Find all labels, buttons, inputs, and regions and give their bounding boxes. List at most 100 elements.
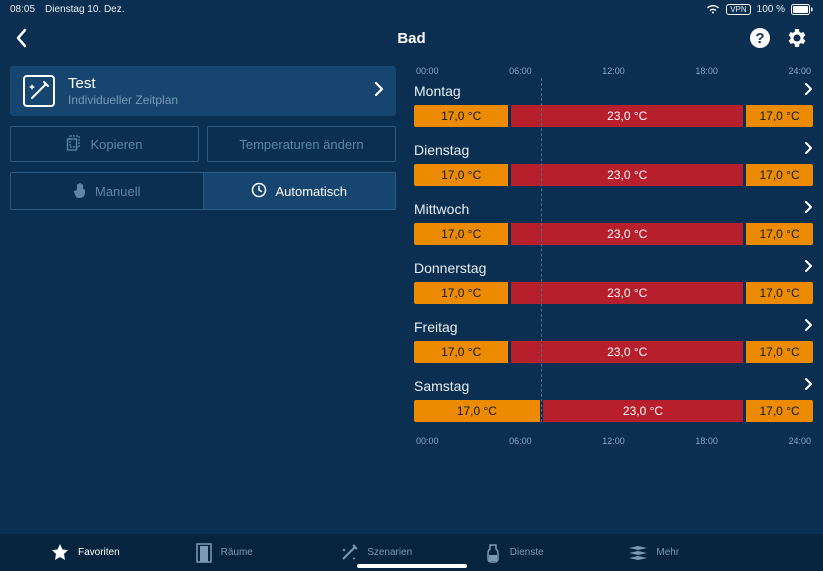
hand-icon [73,182,87,201]
axis-label: 00:00 [416,66,439,76]
axis-label: 24:00 [788,66,811,76]
tab-label: Favoriten [78,547,120,558]
chevron-right-icon [804,82,813,99]
axis-label: 06:00 [509,436,532,446]
time-axis-bottom: 00:00 06:00 12:00 18:00 24:00 [414,436,813,446]
day-block: Freitag 17,0 °C23,0 °C17,0 °C [414,318,813,363]
temperature-segment: 17,0 °C [414,341,508,363]
temperature-segment: 23,0 °C [511,105,743,127]
day-block: Samstag 17,0 °C23,0 °C17,0 °C [414,377,813,422]
axis-label: 12:00 [602,66,625,76]
temperature-segment: 17,0 °C [414,400,540,422]
tab-label: Dienste [510,547,544,558]
wifi-icon [706,4,720,14]
plan-card[interactable]: Test Individueller Zeitplan [10,66,396,116]
day-block: Dienstag 17,0 °C23,0 °C17,0 °C [414,141,813,186]
tab-label: Mehr [656,547,679,558]
temperature-bar[interactable]: 17,0 °C23,0 °C17,0 °C [414,341,813,363]
tab-rooms[interactable]: Räume [195,543,340,563]
battery-text: 100 % [757,4,785,15]
day-header[interactable]: Freitag [414,318,813,335]
temperature-segment: 23,0 °C [543,400,743,422]
temperature-segment: 23,0 °C [511,223,743,245]
time-axis-top: 00:00 06:00 12:00 18:00 24:00 [414,66,813,76]
temperature-segment: 17,0 °C [746,282,813,304]
tab-more[interactable]: Mehr [628,545,773,561]
temperature-bar[interactable]: 17,0 °C23,0 °C17,0 °C [414,223,813,245]
help-button[interactable]: ? [749,27,771,49]
temperature-segment: 17,0 °C [746,105,813,127]
axis-label: 18:00 [695,436,718,446]
temperature-segment: 17,0 °C [414,223,508,245]
schedule: 00:00 06:00 12:00 18:00 24:00 Montag 17,0… [414,66,813,446]
day-header[interactable]: Samstag [414,377,813,394]
status-bar: 08:05 Dienstag 10. Dez. VPN 100 % [0,0,823,18]
manual-toggle[interactable]: Manuell [11,173,203,209]
temperature-segment: 17,0 °C [746,400,813,422]
day-block: Mittwoch 17,0 °C23,0 °C17,0 °C [414,200,813,245]
chevron-right-icon [804,200,813,217]
temperature-segment: 23,0 °C [511,164,743,186]
temperature-bar[interactable]: 17,0 °C23,0 °C17,0 °C [414,400,813,422]
now-line [541,78,542,422]
temperature-segment: 17,0 °C [414,164,508,186]
plan-title: Test [68,75,362,92]
temperature-segment: 17,0 °C [746,164,813,186]
clock-icon [251,182,267,201]
status-date: Dienstag 10. Dez. [45,4,125,15]
day-name: Mittwoch [414,201,469,217]
svg-text:?: ? [755,30,764,47]
axis-label: 06:00 [509,66,532,76]
temperature-segment: 17,0 °C [746,223,813,245]
temperature-segment: 17,0 °C [414,282,508,304]
day-header[interactable]: Donnerstag [414,259,813,276]
automatic-toggle[interactable]: Automatisch [203,173,396,209]
change-temps-label: Temperaturen ändern [239,137,363,152]
day-block: Montag 17,0 °C23,0 °C17,0 °C [414,82,813,127]
tab-label: Szenarien [367,547,412,558]
status-time: 08:05 [10,4,35,15]
day-name: Dienstag [414,142,469,158]
chevron-right-icon [804,318,813,335]
day-name: Donnerstag [414,260,486,276]
chevron-right-icon [804,259,813,276]
copy-button[interactable]: Kopieren [10,126,199,162]
temperature-bar[interactable]: 17,0 °C23,0 °C17,0 °C [414,105,813,127]
vpn-badge: VPN [726,4,750,15]
home-indicator [357,564,467,568]
plan-subtitle: Individueller Zeitplan [68,93,362,107]
temperature-bar[interactable]: 17,0 °C23,0 °C17,0 °C [414,164,813,186]
tab-favorites[interactable]: Favoriten [50,543,195,563]
copy-label: Kopieren [90,137,142,152]
day-name: Samstag [414,378,469,394]
chevron-right-icon [804,141,813,158]
tab-scenarios[interactable]: Szenarien [339,543,484,563]
axis-label: 18:00 [695,66,718,76]
day-block: Donnerstag 17,0 °C23,0 °C17,0 °C [414,259,813,304]
header: Bad ? [0,18,823,58]
day-name: Freitag [414,319,458,335]
axis-label: 00:00 [416,436,439,446]
magic-wand-icon [22,74,56,108]
battery-icon [791,4,813,15]
axis-label: 24:00 [788,436,811,446]
day-header[interactable]: Dienstag [414,141,813,158]
tab-label: Räume [221,547,253,558]
page-title: Bad [0,30,823,47]
settings-button[interactable] [785,26,809,50]
day-header[interactable]: Montag [414,82,813,99]
change-temps-button[interactable]: Temperaturen ändern [207,126,396,162]
manual-label: Manuell [95,184,141,199]
temperature-segment: 17,0 °C [746,341,813,363]
automatic-label: Automatisch [275,184,347,199]
back-button[interactable] [14,28,28,48]
chevron-right-icon [804,377,813,394]
temperature-bar[interactable]: 17,0 °C23,0 °C17,0 °C [414,282,813,304]
temperature-segment: 23,0 °C [511,282,743,304]
tab-services[interactable]: Dienste [484,543,629,563]
axis-label: 12:00 [602,436,625,446]
chevron-right-icon [374,81,384,102]
copy-icon [66,135,82,154]
day-header[interactable]: Mittwoch [414,200,813,217]
temperature-segment: 17,0 °C [414,105,508,127]
